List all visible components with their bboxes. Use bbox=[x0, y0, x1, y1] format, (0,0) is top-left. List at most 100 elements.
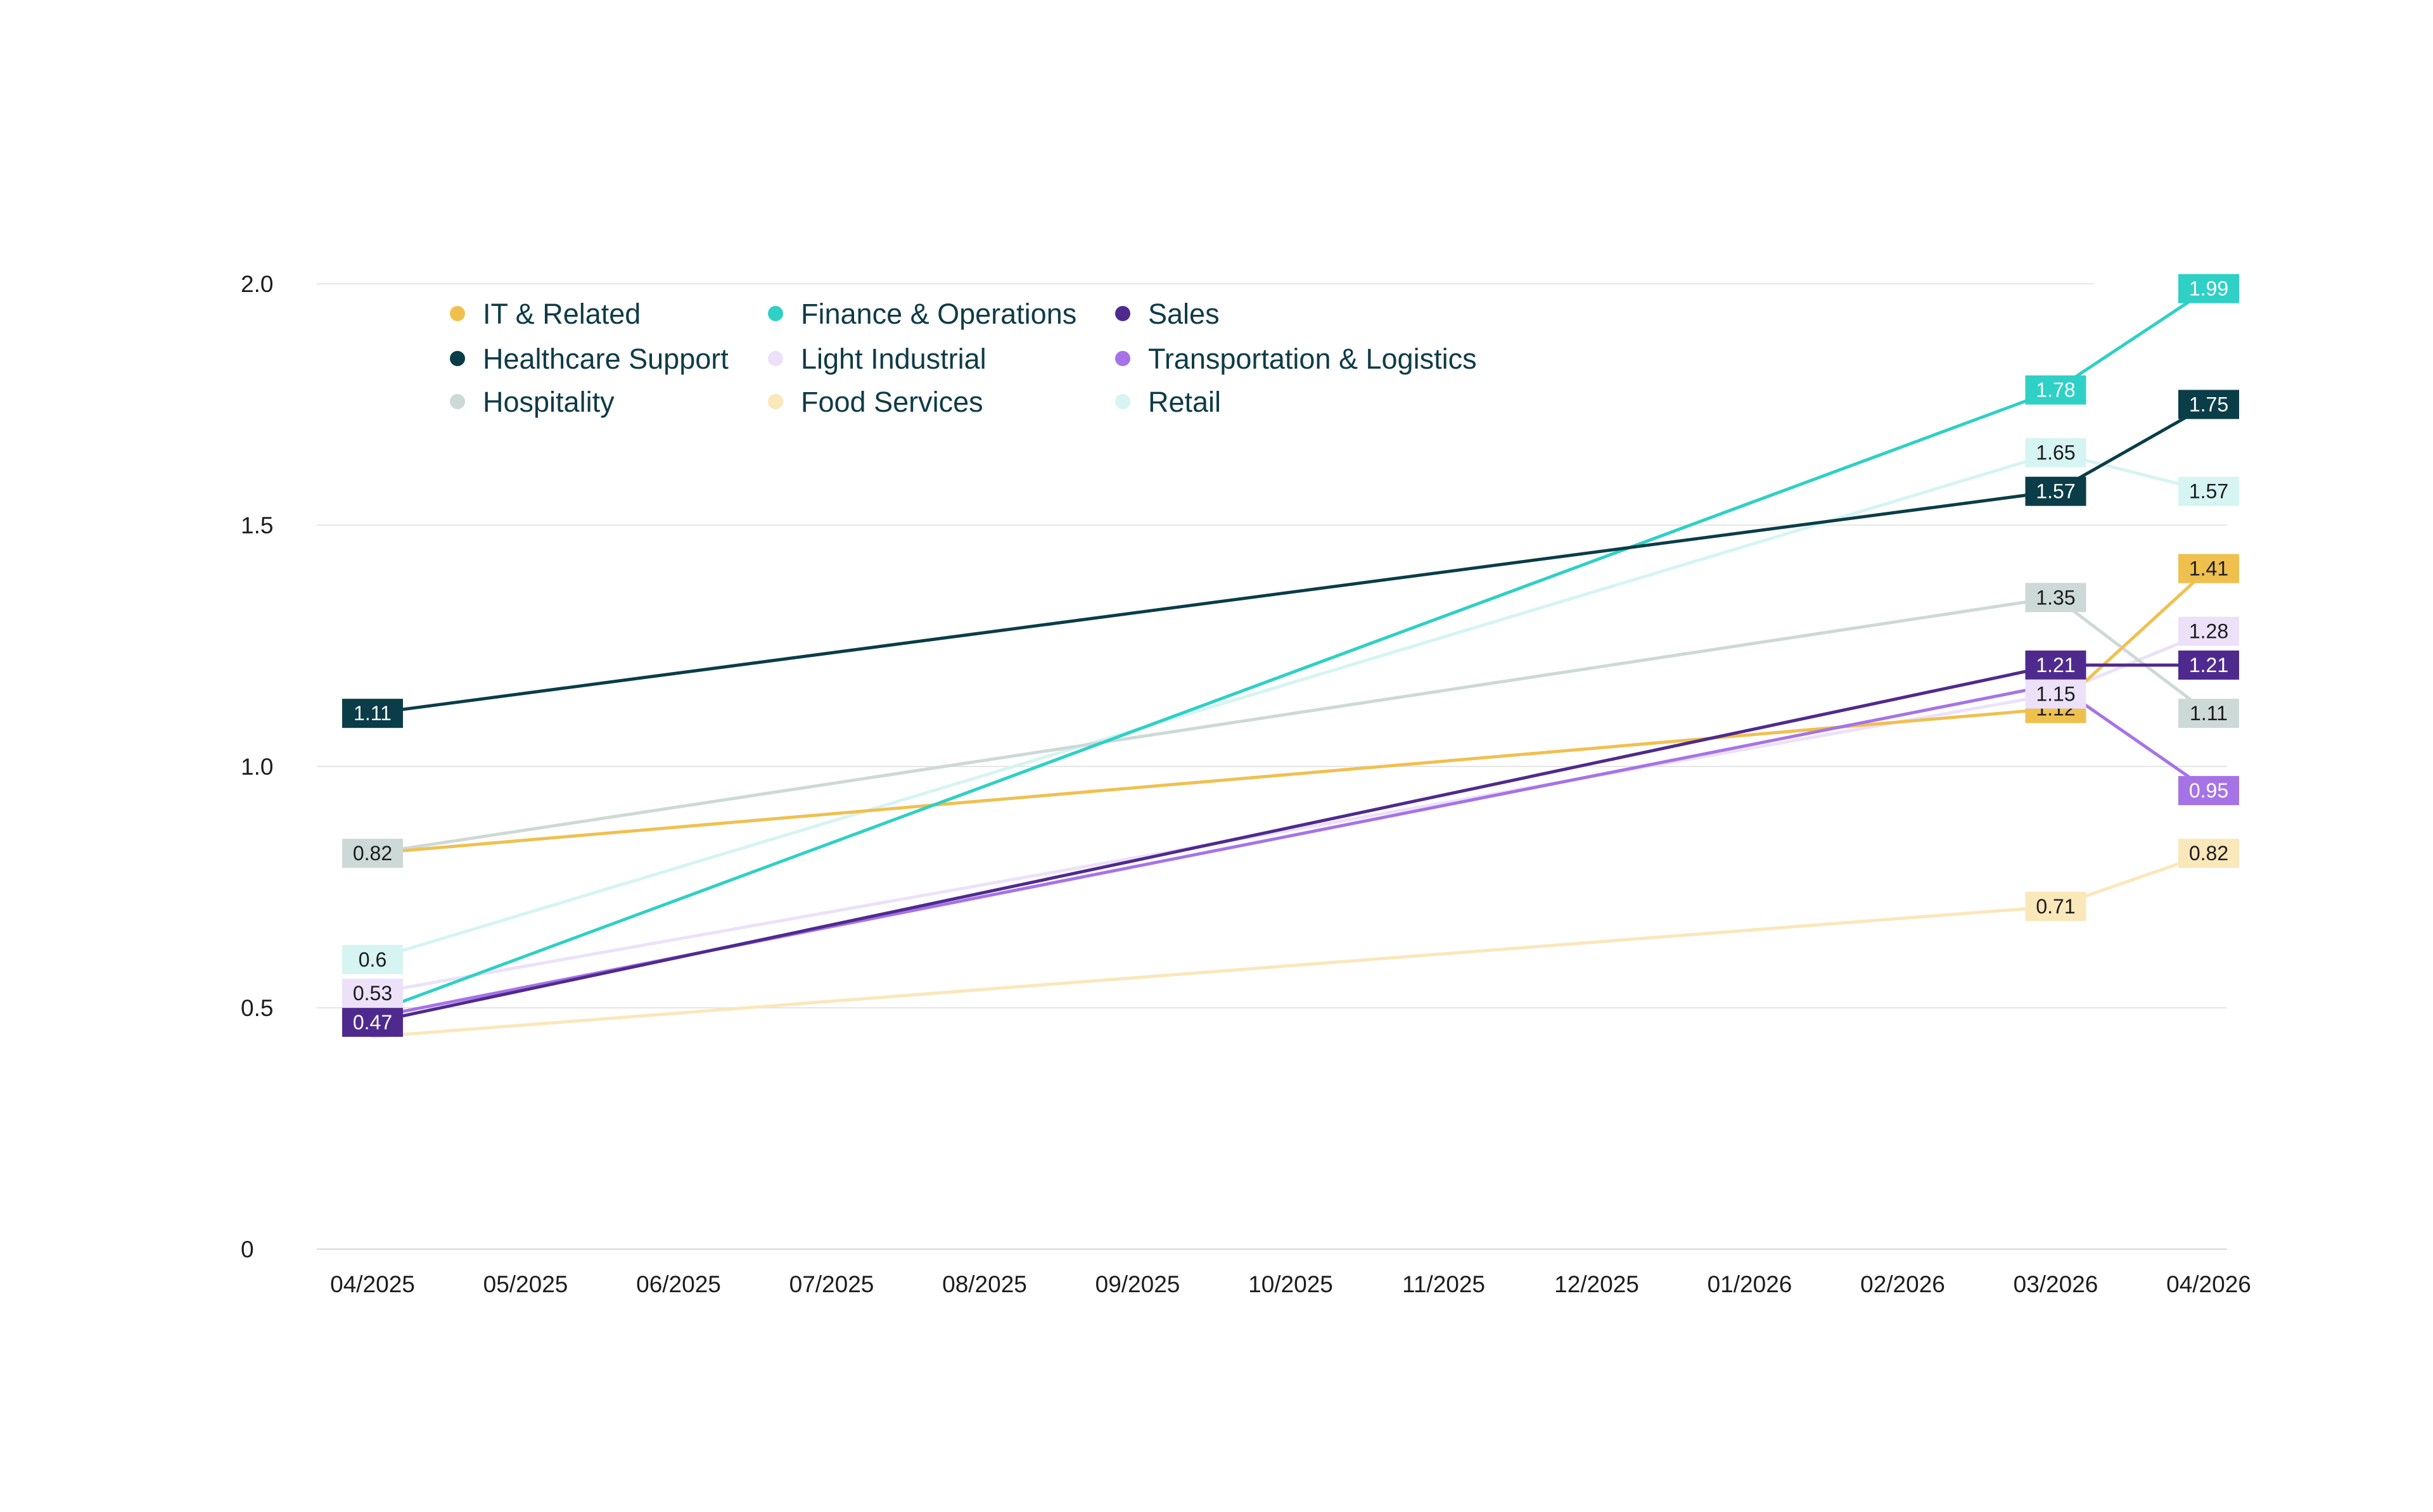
legend-swatch bbox=[768, 351, 783, 366]
data-label-it-and-related: 1.41 bbox=[2178, 554, 2239, 583]
y-tick-label: 2.0 bbox=[241, 271, 273, 297]
data-label-light-industrial: 1.28 bbox=[2178, 616, 2239, 646]
data-label-hospitality: 1.35 bbox=[2025, 583, 2086, 613]
data-label-value: 0.82 bbox=[2189, 842, 2228, 865]
data-label-value: 0.95 bbox=[2189, 779, 2228, 802]
data-label-box bbox=[2178, 699, 2239, 728]
x-tick-label: 04/2026 bbox=[2166, 1271, 2251, 1297]
data-label-value: 0.47 bbox=[353, 1011, 392, 1034]
data-label-box bbox=[2178, 554, 2239, 583]
data-label-value: 1.78 bbox=[2036, 379, 2075, 402]
data-label-light-industrial: 1.15 bbox=[2025, 679, 2086, 709]
data-label-box bbox=[2178, 650, 2239, 680]
x-tick-label: 11/2025 bbox=[1402, 1271, 1485, 1297]
x-tick-label: 01/2026 bbox=[1708, 1271, 1792, 1297]
y-tick-label: 0.5 bbox=[241, 995, 273, 1021]
data-label-box bbox=[2178, 616, 2239, 646]
legend-item-finance-and-operations: Finance & Operations bbox=[768, 298, 1076, 330]
data-label-retail: 1.57 bbox=[2178, 476, 2239, 506]
legend-item-sales: Sales bbox=[1115, 298, 1220, 330]
x-tick-label: 03/2026 bbox=[2014, 1271, 2098, 1297]
data-label-healthcare-support: 1.11 bbox=[342, 699, 403, 728]
data-label-hospitality: 0.82 bbox=[342, 839, 403, 868]
data-label-healthcare-support: 1.57 bbox=[2025, 476, 2086, 506]
legend-item-food-services: Food Services bbox=[768, 386, 983, 418]
series-line-hospitality bbox=[371, 595, 2211, 855]
data-label-value: 1.11 bbox=[354, 702, 392, 725]
legend-label: Transportation & Logistics bbox=[1148, 343, 1477, 375]
data-label-value: 1.21 bbox=[2036, 654, 2075, 677]
legend: IT & Related Finance & Operations Sales Hea… bbox=[450, 298, 1477, 418]
data-label-box bbox=[2025, 438, 2086, 467]
x-tick-label: 10/2025 bbox=[1248, 1271, 1333, 1297]
data-label-value: 1.75 bbox=[2189, 393, 2228, 416]
x-tick-label: 02/2026 bbox=[1860, 1271, 1945, 1297]
legend-label: Hospitality bbox=[483, 386, 615, 418]
data-label-value: 1.99 bbox=[2189, 277, 2228, 300]
legend-item-healthcare-support: Healthcare Support bbox=[450, 343, 729, 375]
series-line-transportation-and-logistics bbox=[371, 682, 2211, 1019]
data-label-box bbox=[2178, 390, 2239, 419]
x-tick-label: 06/2025 bbox=[636, 1271, 721, 1297]
legend-swatch bbox=[1115, 306, 1130, 321]
data-label-food-services: 0.71 bbox=[2025, 891, 2086, 921]
legend-swatch bbox=[450, 351, 465, 366]
data-label-box bbox=[2025, 650, 2086, 680]
legend-label: Sales bbox=[1148, 298, 1220, 330]
data-label-value: 1.57 bbox=[2036, 480, 2075, 503]
data-label-value: 1.28 bbox=[2189, 620, 2228, 643]
data-label-sales: 1.21 bbox=[2178, 650, 2239, 680]
data-label-box bbox=[2178, 476, 2239, 506]
legend-swatch bbox=[1115, 394, 1130, 409]
x-tick-label: 08/2025 bbox=[942, 1271, 1027, 1297]
data-label-box bbox=[2025, 679, 2086, 709]
data-label-retail: 1.65 bbox=[2025, 438, 2086, 467]
x-tick-label: 12/2025 bbox=[1554, 1271, 1639, 1297]
legend-swatch bbox=[768, 394, 783, 409]
data-label-sales: 0.47 bbox=[342, 1007, 403, 1037]
legend-label: Light Industrial bbox=[801, 343, 987, 375]
legend-item-it-and-related: IT & Related bbox=[450, 298, 641, 330]
data-label-value: 1.21 bbox=[2189, 654, 2228, 677]
data-label-box bbox=[2178, 274, 2239, 303]
data-label-box bbox=[342, 839, 403, 868]
legend-swatch bbox=[768, 306, 783, 321]
legend-item-light-industrial: Light Industrial bbox=[768, 343, 987, 375]
data-label-value: 1.15 bbox=[2036, 683, 2075, 706]
legend-label: Food Services bbox=[801, 386, 983, 418]
data-label-value: 0.6 bbox=[359, 948, 386, 971]
data-label-retail: 0.6 bbox=[342, 944, 403, 974]
y-tick-label: 1.0 bbox=[241, 754, 273, 780]
x-tick-label: 04/2025 bbox=[330, 1271, 415, 1297]
legend-item-transportation-and-logistics: Transportation & Logistics bbox=[1115, 343, 1477, 375]
legend-swatch bbox=[450, 306, 465, 321]
data-label-value: 1.57 bbox=[2189, 480, 2228, 503]
data-label-value: 1.65 bbox=[2036, 442, 2075, 464]
data-label-value: 1.41 bbox=[2189, 557, 2228, 580]
data-label-food-services: 0.82 bbox=[2178, 839, 2239, 868]
data-label-box bbox=[2025, 583, 2086, 613]
data-label-box bbox=[2178, 776, 2239, 806]
data-label-value: 0.53 bbox=[353, 982, 392, 1005]
data-label-value: 1.11 bbox=[2190, 702, 2228, 725]
data-label-box bbox=[2025, 891, 2086, 921]
data-label-box bbox=[342, 944, 403, 974]
data-label-box bbox=[2178, 839, 2239, 868]
data-label-healthcare-support: 1.75 bbox=[2178, 390, 2239, 419]
series-lines bbox=[371, 287, 2211, 1039]
data-label-box bbox=[342, 699, 403, 728]
y-axis-ticks: 0 0.5 1.0 1.5 2.0 bbox=[241, 271, 273, 1262]
legend-label: IT & Related bbox=[483, 298, 641, 330]
series-line-retail bbox=[371, 451, 2211, 962]
data-label-value: 1.35 bbox=[2036, 586, 2075, 609]
data-label-box bbox=[2025, 476, 2086, 506]
series-line-healthcare-support bbox=[371, 403, 2211, 715]
series-line-finance-and-operations bbox=[371, 287, 2211, 1015]
data-label-finance-and-operations: 1.78 bbox=[2025, 375, 2086, 405]
data-label-sales: 1.21 bbox=[2025, 650, 2086, 680]
data-labels: 1.121.411.781.990.471.211.211.111.571.75… bbox=[342, 274, 2239, 1037]
legend-item-hospitality: Hospitality bbox=[450, 386, 615, 418]
x-tick-label: 05/2025 bbox=[483, 1271, 568, 1297]
data-label-hospitality: 1.11 bbox=[2178, 699, 2239, 728]
